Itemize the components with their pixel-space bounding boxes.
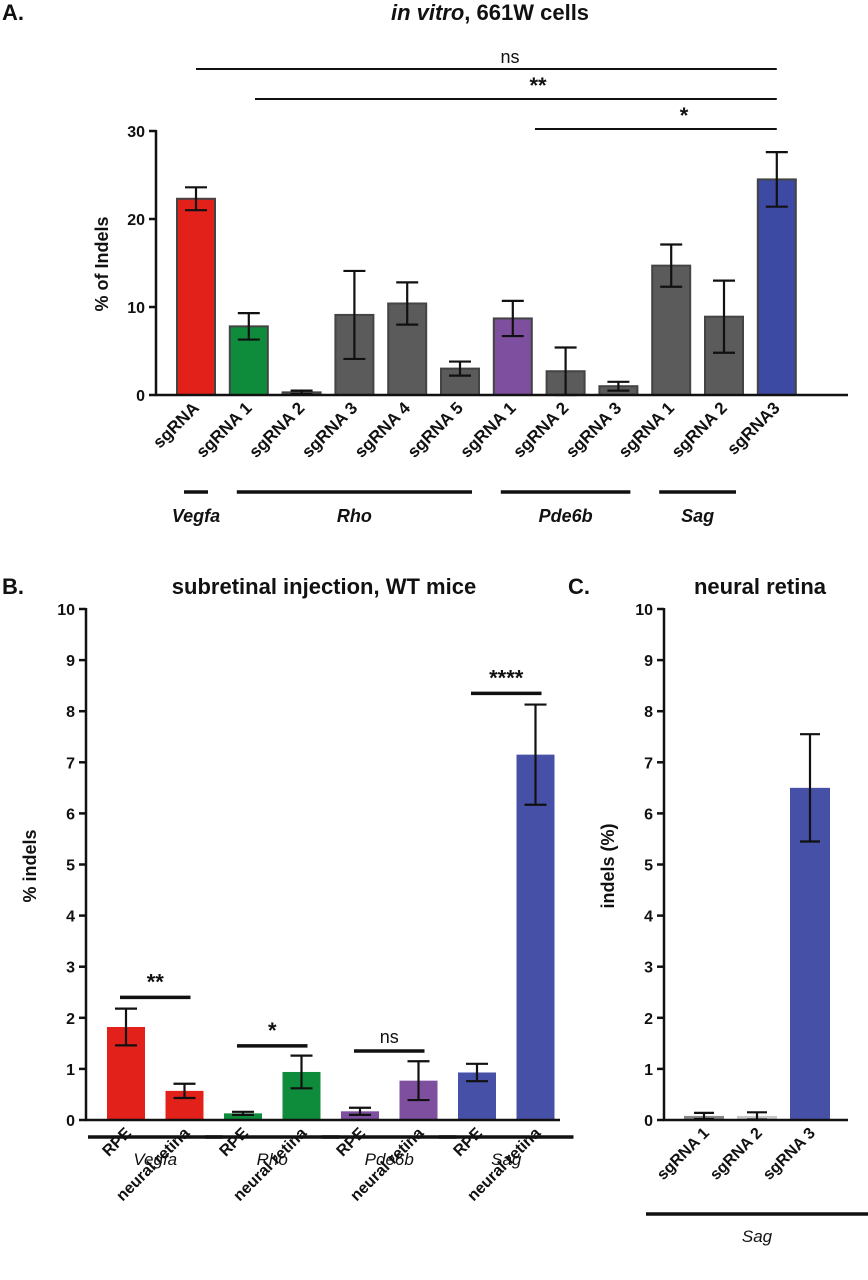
significance-label: ns [500,47,519,67]
panel-a-letter: A. [2,0,24,25]
y-tick-label: 8 [66,704,75,721]
group-label: Pde6b [365,1150,414,1169]
y-tick-label: 9 [66,653,75,670]
panel-b-letter: B. [2,574,24,599]
group-label: Sag [681,506,714,526]
y-tick-label: 2 [66,1011,75,1028]
panel-a-title: in vitro, 661W cells [391,0,589,25]
category-label: sgRNA 3 [760,1125,819,1184]
category-label: sgRNA 2 [509,398,572,461]
panel-a-ylabel: % of Indels [92,216,112,311]
category-label: RPE [451,1125,487,1161]
y-tick-label: 6 [66,806,75,823]
y-tick-label: 7 [66,755,75,772]
bar [516,754,555,1120]
group-label: Sag [742,1227,773,1246]
panel-b-title: subretinal injection, WT mice [172,574,476,599]
category-label: sgRNA 1 [615,398,678,461]
significance-label: ns [380,1027,399,1047]
group-label: Rho [337,506,372,526]
panel-a-title-rest: , 661W cells [464,0,589,25]
panel-c-ylabel: indels (%) [598,823,618,908]
bar [224,1113,262,1120]
category-label: sgRNA 5 [404,398,467,461]
category-label: sgRNA 1 [654,1125,713,1184]
panel-c: C. neural retina indels (%) 0 1 2 3 4 5 6 7 8 9 10… [568,574,868,1246]
group-label: Rho [257,1150,288,1169]
panel-b: B. subretinal injection, WT mice % indel… [2,574,574,1205]
bar [176,197,216,396]
y-tick-label: 0 [66,1113,75,1130]
y-tick-label: 10 [635,602,653,619]
y-tick-label: 1 [66,1062,75,1079]
y-tick-label: 10 [127,300,145,317]
category-label: sgRNA 2 [245,398,308,461]
y-tick-label: 8 [644,704,653,721]
y-tick-label: 3 [644,960,653,977]
significance-label: ** [147,969,165,994]
y-tick-label: 4 [66,909,75,926]
y-tick-label: 5 [66,858,75,875]
category-label: sgRNA 2 [707,1125,766,1184]
panel-a: A. in vitro, 661W cells % of Indels 0 10 2… [2,0,848,526]
panel-c-letter: C. [568,574,590,599]
y-tick-label: 10 [57,602,75,619]
panel-b-ylabel: % indels [20,829,40,902]
category-label: sgRNA3 [723,398,783,458]
y-tick-label: 0 [644,1113,653,1130]
bar [756,178,797,396]
category-label: sgRNA 3 [562,398,625,461]
category-label: sgRNA [149,398,203,452]
category-label: sgRNA 1 [457,398,520,461]
category-label: RPE [217,1125,253,1161]
bar [790,787,830,1120]
y-tick-label: 9 [644,653,653,670]
y-tick-label: 30 [127,124,145,141]
significance-label: **** [489,665,524,690]
significance-label: * [680,103,689,128]
group-label: Vegfa [133,1150,177,1169]
y-tick-label: 1 [644,1062,653,1079]
y-tick-label: 20 [127,212,145,229]
y-tick-label: 3 [66,960,75,977]
panel-a-title-italic: in vitro [391,0,464,25]
y-tick-label: 5 [644,858,653,875]
category-label: sgRNA 4 [351,398,414,461]
category-label: sgRNA 3 [298,398,361,461]
category-label: sgRNA 2 [668,398,731,461]
y-tick-label: 0 [136,388,145,405]
group-label: Sag [491,1150,522,1169]
significance-label: * [268,1018,277,1043]
significance-label: ** [529,73,547,98]
group-label: Vegfa [172,506,220,526]
category-label: RPE [100,1125,136,1161]
y-tick-label: 2 [644,1011,653,1028]
y-tick-label: 4 [644,909,653,926]
group-label: Pde6b [539,506,593,526]
panel-c-title: neural retina [694,574,827,599]
category-label: sgRNA 1 [193,398,256,461]
y-tick-label: 7 [644,755,653,772]
y-tick-label: 6 [644,806,653,823]
